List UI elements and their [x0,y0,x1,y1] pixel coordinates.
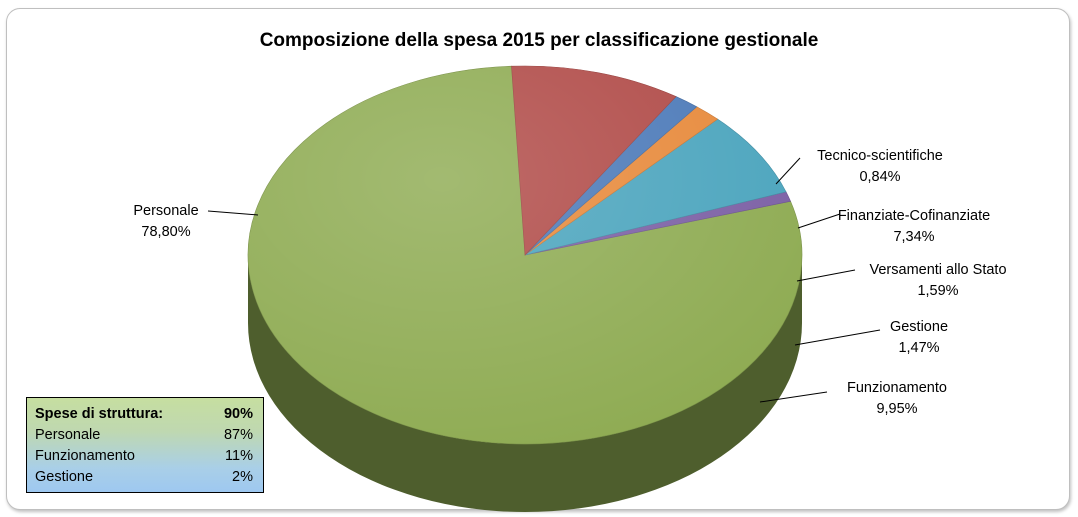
slice-value-personale: 78,80% [141,224,190,240]
info-row-label: Personale [35,427,101,443]
slice-label-funzionamento: Funzionamento [847,380,947,396]
slice-label-gestione: Gestione [890,319,948,335]
slice-value-versamenti-allo-stato: 1,59% [917,283,958,299]
info-row-value: 2% [232,469,253,485]
leader-line-tecnico-scientifiche [775,157,801,185]
pie-side-personale [248,255,802,512]
leader-line-gestione [794,329,881,346]
info-row: Funzionamento 11% [35,446,253,467]
slice-label-versamenti-allo-stato: Versamenti allo Stato [869,262,1006,278]
structure-expenses-box: Spese di struttura: 90% Personale 87% Fu… [26,397,264,493]
info-header-value: 90% [223,406,253,422]
info-row: Personale 87% [35,425,253,446]
pie-shine [248,66,802,444]
leader-line-versamenti-allo-stato [796,269,856,282]
leader-line-funzionamento [759,391,828,403]
info-row: Gestione 2% [35,467,253,488]
info-row-value: 11% [225,448,253,464]
leader-line-personale [207,210,259,216]
info-row-label: Funzionamento [35,448,135,464]
slice-value-gestione: 1,47% [898,340,939,356]
slice-value-funzionamento: 9,95% [876,401,917,417]
slice-value-finanziate-cofinanziate: 7,34% [893,229,934,245]
info-header-row: Spese di struttura: 90% [35,404,253,425]
leader-line-finanziate-cofinanziate [797,213,841,229]
info-row-value: 87% [223,427,253,443]
info-row-label: Gestione [35,469,94,485]
info-header-label: Spese di struttura: [35,406,164,422]
slice-label-tecnico-scientifiche: Tecnico-scientifiche [817,148,943,164]
slice-label-personale: Personale [133,203,198,219]
slice-label-finanziate-cofinanziate: Finanziate-Cofinanziate [838,208,990,224]
chart-title: Composizione della spesa 2015 per classi… [259,30,819,51]
slice-value-tecnico-scientifiche: 0,84% [859,169,900,185]
